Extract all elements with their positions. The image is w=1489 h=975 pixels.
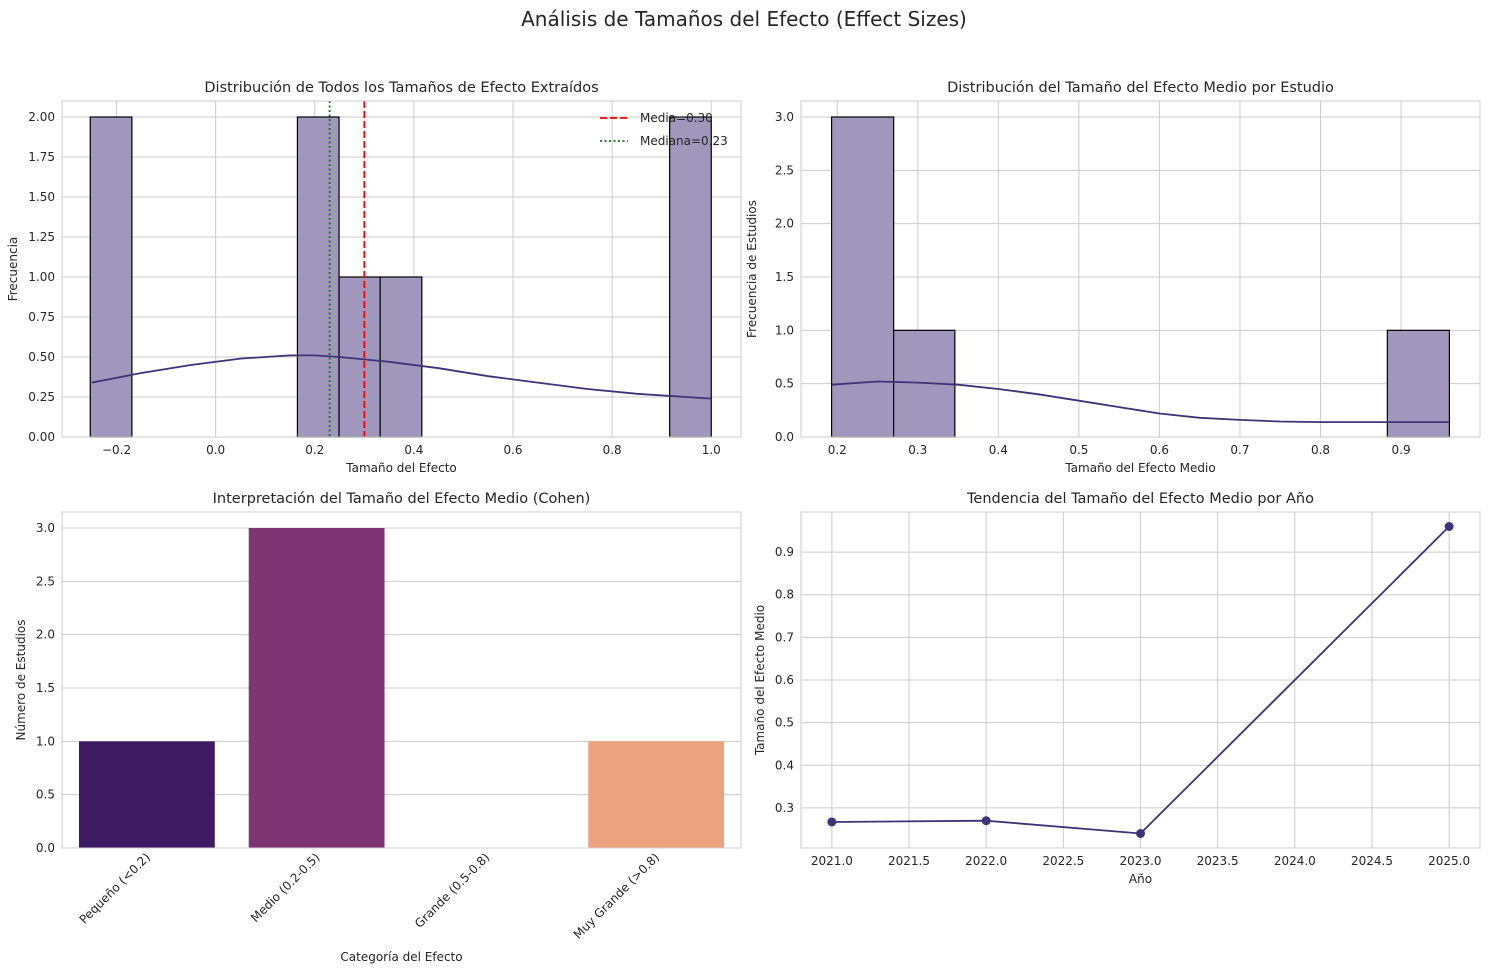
y-axis-label: Número de Estudios xyxy=(14,620,28,741)
y-tick-label: 1.00 xyxy=(28,270,55,284)
y-tick-label: 0.50 xyxy=(28,350,55,364)
x-tick-label: 2024.5 xyxy=(1351,854,1393,868)
x-tick-label: 2021.5 xyxy=(888,854,930,868)
bar xyxy=(78,741,215,848)
y-tick-label: 0.00 xyxy=(28,430,55,444)
y-tick-label: 2.0 xyxy=(775,217,794,231)
x-tick-label: 2022.5 xyxy=(1042,854,1084,868)
y-tick-label: 2.0 xyxy=(36,628,55,642)
y-tick-label: 2.00 xyxy=(28,110,55,124)
y-axis-label: Frecuencia de Estudios xyxy=(745,200,759,338)
histogram-bar xyxy=(296,116,340,438)
data-point xyxy=(1136,829,1145,839)
legend: Media=0.30 Mediana=0.23 xyxy=(600,111,728,148)
y-tick-label: 0.6 xyxy=(775,673,794,687)
y-tick-label: 1.0 xyxy=(775,323,794,337)
trend-line xyxy=(831,525,1450,835)
panel-title: Interpretación del Tamaño del Efecto Med… xyxy=(213,491,591,507)
panel-trend-by-year: 0.3 0.4 0.5 0.6 0.7 0.8 0.9 2021.0 2021.5 2022.0 2… xyxy=(753,491,1481,886)
y-tick-label: 0.5 xyxy=(36,788,55,802)
y-tick-label: 2.5 xyxy=(775,163,794,177)
panel-title: Distribución del Tamaño del Efecto Medio… xyxy=(947,80,1334,96)
panel-cohen-interpretation: 0.0 0.5 1.0 1.5 2.0 2.5 3.0 Pequeño (<0.2) Medio… xyxy=(14,491,742,964)
plot-frame xyxy=(61,511,742,849)
x-tick-label: 2022.0 xyxy=(965,854,1007,868)
y-tick-label: 1.25 xyxy=(28,230,55,244)
x-tick-label: 1.0 xyxy=(702,443,721,457)
y-tick-label: 0.0 xyxy=(775,430,794,444)
y-axis-label: Tamaño del Efecto Medio xyxy=(753,605,767,756)
x-axis-label: Tamaño del Efecto Medio xyxy=(1064,461,1215,475)
plot-frame xyxy=(61,100,742,438)
y-tick-label: 0.0 xyxy=(36,841,55,855)
x-tick-label: 0.0 xyxy=(206,443,225,457)
y-tick-label: 0.4 xyxy=(775,758,794,772)
histogram-bar xyxy=(1386,329,1450,438)
x-tick-label: 0.4 xyxy=(404,443,423,457)
category-label: Pequeño (<0.2) xyxy=(77,850,153,926)
y-tick-label: 2.5 xyxy=(36,574,55,588)
x-tick-label: 0.8 xyxy=(603,443,622,457)
data-point xyxy=(1444,521,1454,531)
y-tick-label: 0.5 xyxy=(775,716,794,730)
panel-title: Distribución de Todos los Tamaños de Efe… xyxy=(204,80,598,96)
x-tick-label: 0.6 xyxy=(1150,443,1169,457)
panel-mean-effect-by-study: 0.0 0.5 1.0 1.5 2.0 2.5 3.0 0.2 0.3 0.4 0.5 0.6 0.7 0… xyxy=(745,80,1481,475)
kde-curve xyxy=(831,380,1450,424)
x-tick-label: 2025.0 xyxy=(1428,854,1470,868)
kde-curve xyxy=(91,354,712,400)
x-tick-label: 2023.5 xyxy=(1197,854,1239,868)
y-tick-label: 1.0 xyxy=(36,734,55,748)
x-tick-label: 0.2 xyxy=(828,443,847,457)
y-tick-label: 3.0 xyxy=(775,110,794,124)
y-tick-label: 1.5 xyxy=(775,270,794,284)
y-tick-label: 3.0 xyxy=(36,521,55,535)
x-tick-label: 2024.0 xyxy=(1274,854,1316,868)
x-tick-label: 2021.0 xyxy=(811,854,853,868)
x-tick-label: 0.2 xyxy=(305,443,324,457)
x-tick-label: 2023.0 xyxy=(1120,854,1162,868)
panel-title: Tendencia del Tamaño del Efecto Medio po… xyxy=(966,491,1314,507)
x-tick-label: −0.2 xyxy=(102,443,131,457)
y-tick-label: 0.25 xyxy=(28,390,55,404)
x-tick-label: 0.4 xyxy=(989,443,1008,457)
category-label: Grande (0.5-0.8) xyxy=(412,850,493,931)
y-tick-label: 1.75 xyxy=(28,150,55,164)
y-axis-label: Frecuencia xyxy=(6,237,20,302)
panel-effect-size-distribution: 0.00 0.25 0.50 0.75 1.00 1.25 1.50 1.75 2.00 −0.2… xyxy=(6,80,742,475)
histogram-bar xyxy=(669,116,712,438)
figure-title: Análisis de Tamaños del Efecto (Effect S… xyxy=(521,7,967,31)
y-tick-label: 0.8 xyxy=(775,588,794,602)
x-tick-label: 0.3 xyxy=(908,443,927,457)
y-tick-label: 0.7 xyxy=(775,630,794,644)
x-tick-label: 0.8 xyxy=(1311,443,1330,457)
category-label: Muy Grande (>0.8) xyxy=(571,850,662,941)
y-tick-label: 1.5 xyxy=(36,681,55,695)
plot-frame xyxy=(800,511,1481,849)
histogram-bar xyxy=(379,276,423,438)
x-tick-label: 0.7 xyxy=(1230,443,1249,457)
bar xyxy=(588,741,725,848)
data-point xyxy=(827,817,837,827)
x-tick-label: 0.6 xyxy=(503,443,522,457)
x-axis-label: Tamaño del Efecto xyxy=(345,461,456,475)
plot-frame xyxy=(800,100,1481,438)
histogram-bar xyxy=(831,116,895,438)
legend-label: Mediana=0.23 xyxy=(640,134,728,148)
y-tick-label: 0.3 xyxy=(775,801,794,815)
bar xyxy=(248,528,385,848)
x-axis-label: Año xyxy=(1129,872,1152,886)
x-tick-label: 0.9 xyxy=(1392,443,1411,457)
legend-label: Media=0.30 xyxy=(640,111,713,125)
y-tick-label: 1.50 xyxy=(28,190,55,204)
histogram-bar xyxy=(89,116,133,438)
x-axis-label: Categoría del Efecto xyxy=(340,950,462,964)
y-tick-label: 0.75 xyxy=(28,310,55,324)
y-tick-label: 0.5 xyxy=(775,377,794,391)
category-label: Medio (0.2-0.5) xyxy=(248,850,323,925)
x-tick-label: 0.5 xyxy=(1069,443,1088,457)
data-point xyxy=(981,816,991,826)
y-tick-label: 0.9 xyxy=(775,545,794,559)
